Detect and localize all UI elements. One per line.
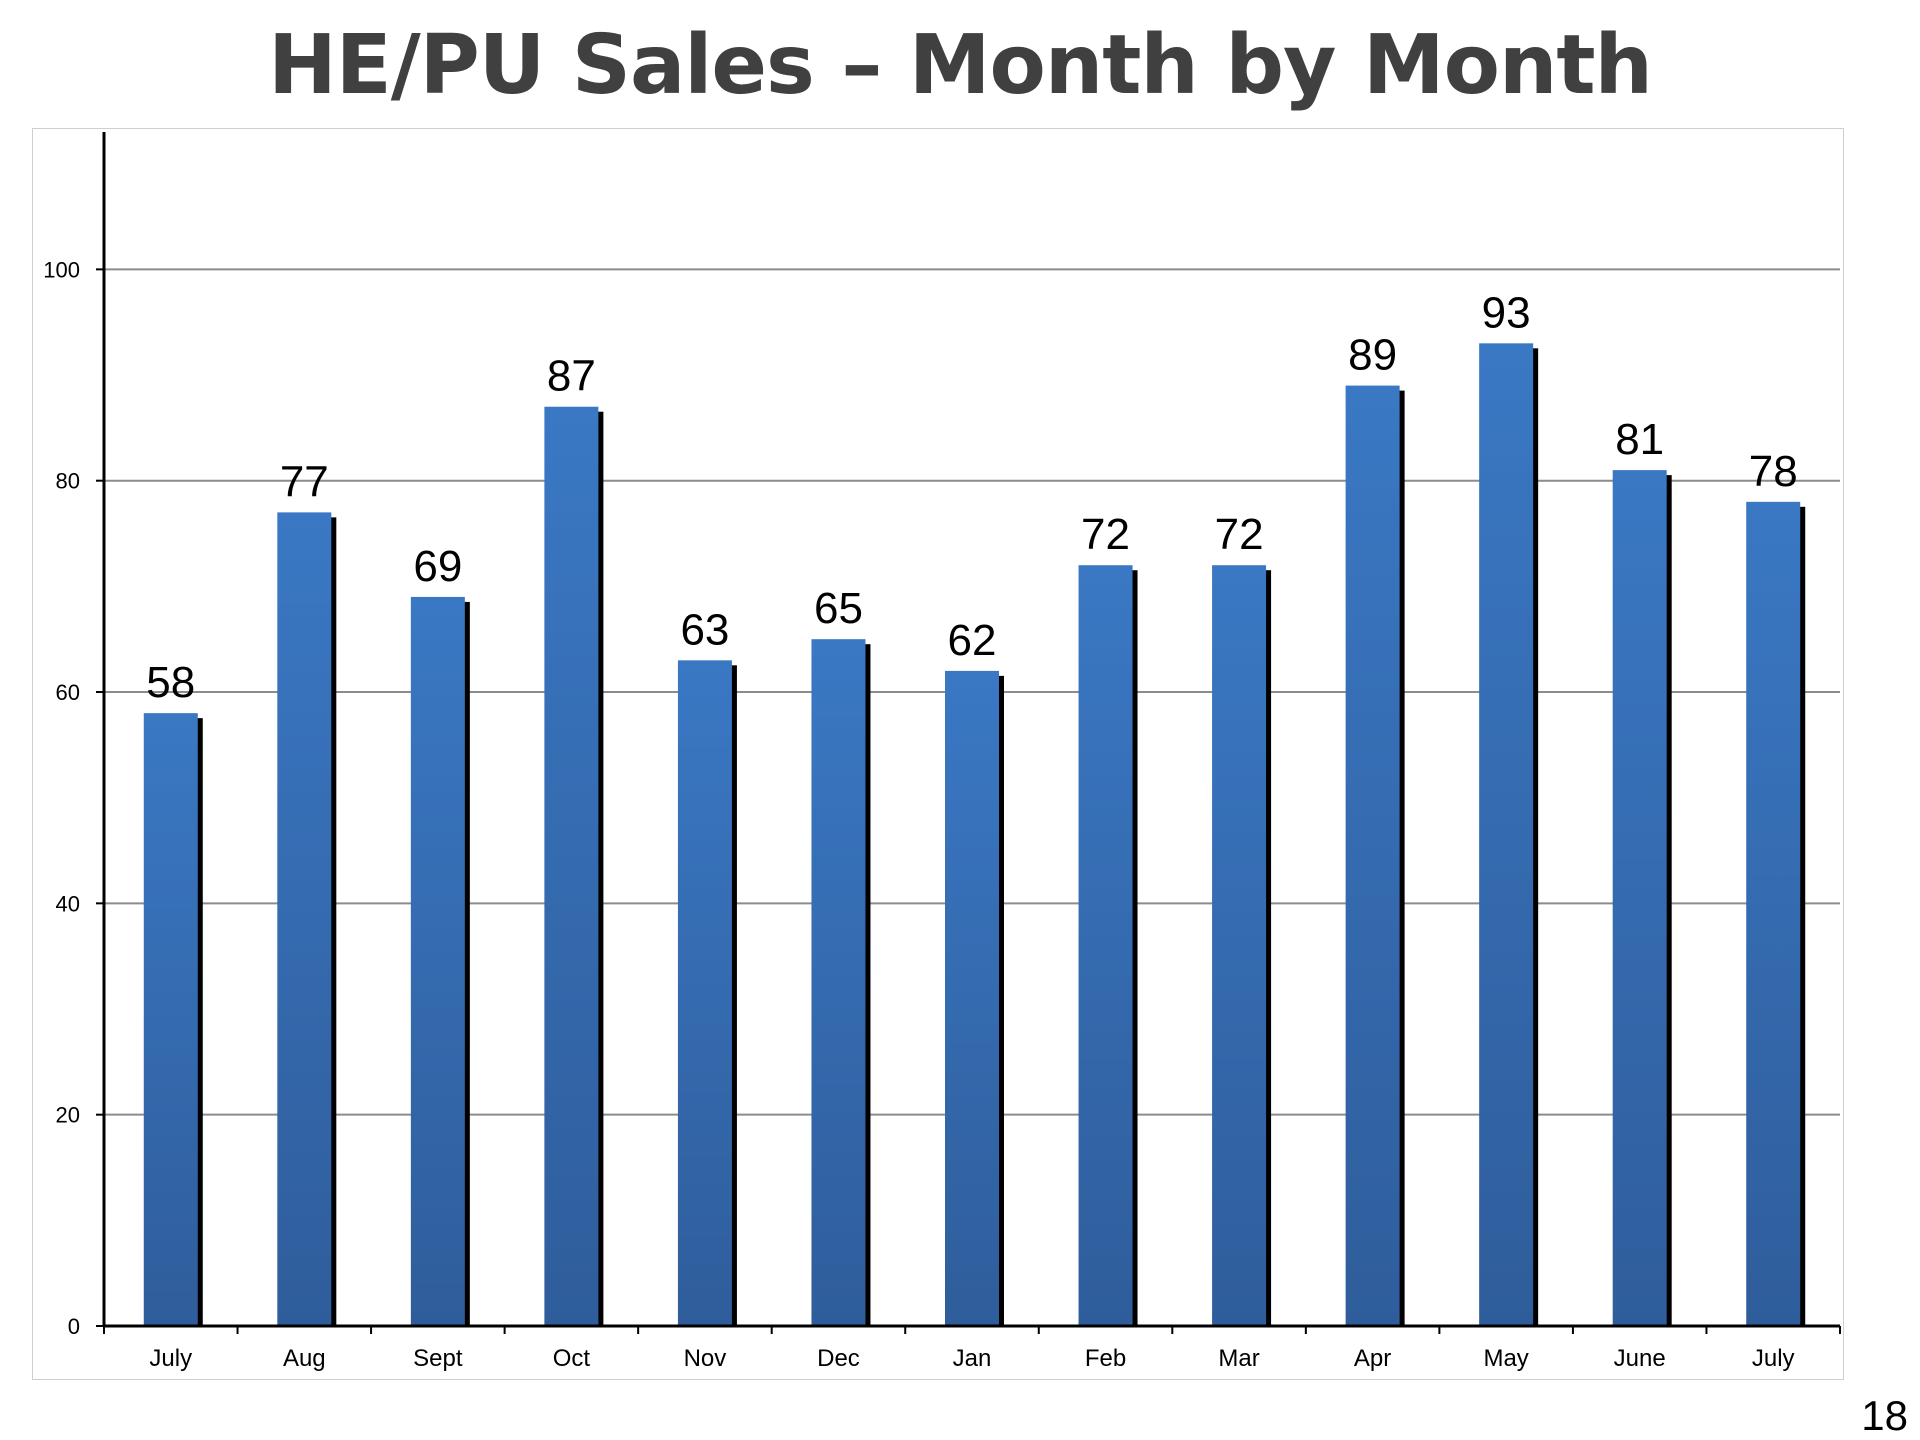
x-tick-label: Oct bbox=[553, 1345, 591, 1372]
y-tick-label: 80 bbox=[56, 469, 80, 494]
x-tick-label: Dec bbox=[817, 1345, 860, 1372]
data-label: 69 bbox=[413, 542, 462, 591]
data-label: 58 bbox=[146, 658, 195, 707]
x-tick-label: Mar bbox=[1218, 1345, 1259, 1372]
bar bbox=[143, 713, 198, 1326]
bar bbox=[1345, 385, 1400, 1327]
data-label: 89 bbox=[1348, 331, 1397, 380]
data-label: 62 bbox=[948, 616, 997, 665]
data-label: 81 bbox=[1615, 415, 1664, 464]
x-tick-label: Sept bbox=[413, 1345, 463, 1372]
bar bbox=[1212, 565, 1267, 1326]
page-title: HE/PU Sales – Month by Month bbox=[268, 18, 1653, 113]
data-label: 63 bbox=[680, 605, 729, 654]
data-label: 78 bbox=[1749, 447, 1798, 496]
y-tick-label: 0 bbox=[68, 1314, 80, 1339]
x-tick-label: July bbox=[149, 1345, 192, 1372]
bar bbox=[410, 596, 465, 1326]
bar bbox=[811, 639, 866, 1326]
y-tick-label: 20 bbox=[56, 1103, 80, 1128]
data-label: 77 bbox=[280, 457, 329, 506]
data-label: 72 bbox=[1215, 510, 1264, 559]
data-label: 72 bbox=[1081, 510, 1130, 559]
y-tick-label: 100 bbox=[43, 257, 80, 282]
y-tick-label: 40 bbox=[56, 891, 80, 916]
bar bbox=[677, 660, 732, 1326]
x-tick-label: July bbox=[1752, 1345, 1795, 1372]
y-tick-label: 60 bbox=[56, 680, 80, 705]
data-label: 87 bbox=[547, 352, 596, 401]
bar bbox=[1612, 470, 1667, 1326]
bar bbox=[1479, 343, 1534, 1327]
data-label: 65 bbox=[814, 584, 863, 633]
x-tick-label: June bbox=[1614, 1345, 1666, 1372]
x-tick-label: Nov bbox=[684, 1345, 727, 1372]
x-tick-label: Feb bbox=[1085, 1345, 1126, 1372]
x-tick-label: Aug bbox=[283, 1345, 326, 1372]
x-tick-label: Apr bbox=[1354, 1345, 1391, 1372]
bar bbox=[277, 512, 332, 1326]
data-label: 93 bbox=[1482, 288, 1531, 337]
chart-frame bbox=[32, 128, 1844, 1380]
bar bbox=[544, 406, 599, 1326]
x-tick-label: May bbox=[1483, 1345, 1528, 1372]
x-tick-label: Jan bbox=[953, 1345, 992, 1372]
page-number: 18 bbox=[1861, 1392, 1908, 1439]
bar bbox=[945, 670, 999, 1326]
bar bbox=[1746, 501, 1801, 1326]
bar bbox=[1078, 565, 1133, 1326]
